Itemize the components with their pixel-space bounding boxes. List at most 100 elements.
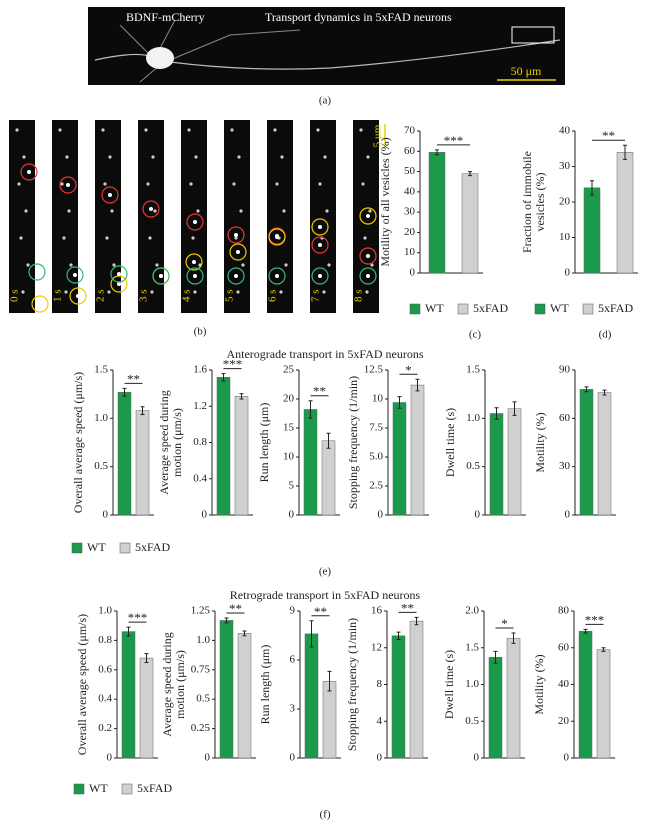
vesicle [318, 182, 322, 186]
neurite [119, 19, 301, 83]
bar [616, 152, 634, 274]
y-tick-label: 40 [558, 678, 570, 690]
tracking-circle [229, 243, 247, 261]
y-tick-label: 0.4 [98, 693, 112, 705]
vesicle [112, 263, 116, 267]
y-tick-label: 9 [290, 605, 296, 617]
significance: ** [313, 384, 326, 399]
tracking-circle [69, 287, 87, 305]
vesicle [363, 236, 367, 240]
panel-label: (c) [469, 329, 482, 341]
bar [410, 384, 425, 516]
error-bar [602, 389, 607, 396]
vesicle [150, 290, 154, 294]
y-tick-label: 20 [283, 393, 295, 405]
tracking-circle [110, 265, 128, 283]
vesicle [275, 182, 279, 186]
vesicle [35, 270, 39, 274]
y-tick-label: 0.5 [466, 460, 480, 472]
bar [322, 680, 337, 759]
y-tick-label: 0 [475, 509, 481, 521]
y-tick-label: 0 [205, 752, 211, 764]
vesicle [361, 182, 365, 186]
vesicle [318, 274, 322, 278]
error-bar [414, 616, 419, 626]
tracking-circle [28, 263, 46, 281]
bar [321, 440, 336, 516]
vesicle [107, 290, 111, 294]
vesicle [65, 155, 69, 159]
vesicle [234, 233, 238, 237]
bar [304, 633, 319, 759]
vesicle [284, 263, 288, 267]
frame-time: 0 s [9, 289, 21, 302]
y-tick-label: 15 [283, 422, 295, 434]
tracking-circle [152, 267, 170, 285]
vesicle [64, 290, 68, 294]
y-tick-label: 1.5 [94, 364, 108, 376]
vesicle [232, 182, 236, 186]
bar [391, 635, 406, 759]
vesicle [189, 182, 193, 186]
vesicle [191, 236, 195, 240]
vesicle [38, 302, 42, 306]
y-tick-label: 4 [377, 715, 383, 727]
vesicle [368, 209, 372, 213]
bar [428, 152, 446, 274]
frame-time: 1 s [52, 289, 64, 302]
vesicle [316, 128, 320, 132]
y-tick-label: 0 [474, 752, 480, 764]
significance: ** [602, 128, 615, 143]
axis-label: Motility (%) [533, 412, 547, 472]
vesicle [241, 263, 245, 267]
error-bar [415, 378, 420, 392]
y-tick-label: 0.25 [191, 722, 211, 734]
y-tick-label: 0.5 [465, 715, 479, 727]
y-tick-label: 20 [404, 226, 416, 238]
y-tick-label: 1.2 [193, 400, 207, 412]
error-bar [494, 407, 499, 420]
vesicle [155, 263, 159, 267]
significance: ** [127, 371, 140, 386]
vesicle [69, 263, 73, 267]
y-tick-label: 90 [559, 364, 571, 376]
bar [409, 620, 424, 759]
y-tick-label: 1.6 [193, 364, 207, 376]
bar [216, 377, 231, 516]
axis-label: Fraction of immobile [520, 151, 534, 253]
bar [461, 173, 479, 274]
y-tick-label: 5 [289, 480, 295, 492]
axis-label: Overall average speed (μm/s) [71, 372, 85, 513]
y-tick-label: 0 [103, 509, 109, 521]
y-tick-label: 0 [289, 509, 295, 521]
vesicle [280, 155, 284, 159]
panel-label: (a) [319, 95, 332, 107]
legend-label: WT [550, 301, 569, 315]
vesicle [19, 236, 23, 240]
vesicle [24, 209, 28, 213]
vesicle [234, 236, 238, 240]
axis-label: Stopping frequency (1/min) [345, 618, 359, 751]
vesicle [370, 263, 374, 267]
tracking-circle [359, 267, 377, 285]
significance: * [405, 362, 412, 377]
vesicle [101, 128, 105, 132]
vesicle [22, 155, 26, 159]
tracking-circle [311, 267, 329, 285]
y-tick-label: 0.5 [196, 693, 210, 705]
bar [237, 633, 252, 759]
axis-label: Overall average speed (μm/s) [75, 614, 89, 755]
micrograph [88, 7, 565, 85]
vesicle [187, 128, 191, 132]
vesicle [359, 128, 363, 132]
legend-label: 5xFAD [598, 301, 633, 315]
vesicle [159, 274, 163, 278]
vesicle [234, 274, 238, 278]
vesicle [108, 155, 112, 159]
axis-label: Stopping frequency (1/min) [346, 376, 360, 509]
tracking-circle [59, 176, 77, 194]
error-bar [242, 630, 247, 637]
bar [507, 408, 522, 516]
vesicle [366, 155, 370, 159]
axis-label: Dwell time (s) [442, 650, 456, 719]
